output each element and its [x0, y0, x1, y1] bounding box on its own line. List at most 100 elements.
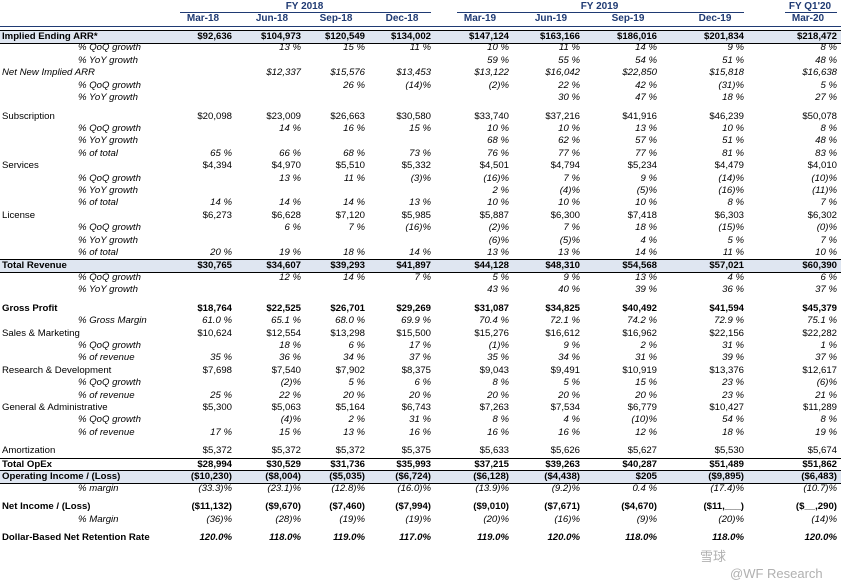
table-cell	[170, 42, 236, 54]
table-row: % of total 65 % 66 % 68 % 73 % 76 % 77 % 77 % 81…	[0, 148, 841, 160]
row-label: License	[2, 209, 36, 221]
table-cell: (28)%	[275, 513, 301, 525]
table-cell: $7,263	[479, 402, 509, 413]
table-cell: $16,612	[545, 327, 580, 339]
table-cell: (5)%	[636, 185, 657, 196]
table-cell: $10,427	[709, 402, 744, 413]
table-cell: $7,120	[335, 209, 365, 221]
table-cell: $50,078	[802, 110, 837, 122]
table-row: % YoY growth 59 % 55 % 54 % 51 % 48 %	[0, 55, 841, 67]
table-row: % YoY growth 43 % 40 % 39 % 36 % 37 %	[0, 284, 841, 296]
table-cell: $5,372	[202, 445, 232, 457]
table-row: Sales & Marketing $10,624 $12,554 $13,298 $1…	[0, 328, 841, 340]
table-cell: $5,633	[479, 445, 509, 457]
row-label: General & Administrative	[2, 402, 108, 413]
row-label: Net Income / (Loss)	[2, 501, 91, 513]
table-cell	[170, 123, 236, 135]
table-cell: (33.3)%	[198, 482, 232, 494]
table-cell: $41,897	[396, 260, 431, 272]
row-label: % margin	[78, 482, 119, 494]
table-cell: $4,010	[807, 160, 837, 172]
column-header-row: Mar-18 Jun-18 Sep-18 Dec-18 Mar-19 Jun-19 Sep-…	[0, 13, 841, 25]
table-cell	[239, 92, 305, 104]
table-cell	[369, 235, 435, 247]
table-cell: 19 %	[279, 247, 301, 258]
table-cell: $15,576	[330, 67, 365, 79]
table-row: % of revenue 35 % 36 % 34 % 37 % 35 % 34 % 31 %…	[0, 352, 841, 364]
table-cell: 4 %	[727, 271, 744, 283]
table-row: % QoQ growth 13 % 11 % (3)% (16)% 7 % 9 % (14)%…	[0, 173, 841, 185]
row-label: % of revenue	[78, 426, 135, 438]
table-cell: 75.1 %	[807, 315, 837, 327]
table-cell: ($11,132)	[191, 501, 232, 513]
table-cell: 68.0 %	[335, 315, 365, 327]
row-label: Subscription	[2, 110, 55, 122]
table-row: Total Revenue $30,765 $34,607 $39,293 $41,89…	[0, 259, 841, 274]
table-cell: $147,124	[468, 31, 509, 42]
table-cell: 6 %	[348, 340, 365, 351]
table-cell: 14 %	[279, 123, 301, 134]
row-label: Gross Profit	[2, 302, 58, 314]
table-cell: 9 %	[563, 271, 580, 283]
table-cell: 65.1 %	[271, 315, 301, 327]
table-row: % YoY growth (6)% (5)% 4 % 5 % 7 %	[0, 235, 841, 247]
table-cell: 18 %	[722, 92, 744, 103]
row-label: Total Revenue	[2, 260, 67, 272]
table-cell: $5,674	[807, 445, 837, 457]
table-cell: (31)%	[718, 79, 744, 91]
table-cell: $5,372	[271, 445, 301, 457]
table-cell: ($__,290)	[795, 501, 837, 513]
row-label: % QoQ growth	[78, 42, 141, 54]
table-cell: 27 %	[815, 92, 837, 103]
table-cell: 11 %	[343, 172, 365, 184]
table-cell: $92,636	[197, 31, 232, 42]
table-row: Total OpEx $28,994 $30,529 $31,736 $35,993 $3…	[0, 457, 841, 471]
table-cell: (11)%	[812, 185, 837, 196]
table-cell: $57,021	[709, 260, 744, 272]
table-cell: $45,379	[802, 302, 837, 314]
table-cell: 15 %	[343, 42, 365, 54]
table-cell: (17.4)%	[710, 482, 744, 494]
table-cell: $40,287	[622, 458, 657, 470]
table-row: % of total 20 % 19 % 18 % 14 % 13 % 13 % 14 % 11…	[0, 247, 841, 259]
column-header: Mar-19	[463, 13, 497, 24]
table-cell: 8 %	[492, 414, 509, 426]
table-cell	[369, 55, 435, 67]
table-cell: 42 %	[635, 79, 657, 91]
row-label: % of total	[78, 147, 118, 159]
fiscal-year-rule	[785, 12, 837, 13]
table-cell: 12 %	[635, 426, 657, 438]
table-cell	[170, 185, 236, 197]
table-cell: $22,525	[266, 302, 301, 314]
table-cell: 14 %	[343, 271, 365, 283]
row-label: Sales & Marketing	[2, 327, 80, 339]
table-cell: $30,580	[396, 110, 431, 122]
table-cell: (14)%	[718, 172, 744, 184]
table-cell: $7,698	[202, 364, 232, 376]
table-cell: 31 %	[722, 340, 744, 351]
table-cell: $205	[635, 471, 657, 483]
table-row: % QoQ growth 14 % 16 % 15 % 10 % 10 % 13 % 10 %…	[0, 123, 841, 135]
table-row: % QoQ growth 26 % (14)% (2)% 22 % 42 % (31)% 5 …	[0, 80, 841, 92]
fiscal-year-label: FY 2018	[285, 1, 324, 12]
table-cell: 14 %	[279, 197, 301, 209]
watermark-text: @WF Research	[730, 566, 823, 581]
table-cell: $7,418	[627, 209, 657, 221]
row-label: % QoQ growth	[78, 123, 141, 134]
table-cell	[303, 92, 369, 104]
table-row: Services $4,394 $4,970 $5,510 $5,332 $4,501 $4…	[0, 160, 841, 172]
row-label: Implied Ending ARR*	[2, 31, 98, 42]
table-cell: 68 %	[343, 147, 365, 159]
table-cell: 20 %	[343, 389, 365, 401]
table-cell: 21 %	[815, 389, 837, 401]
table-cell: ($9,670)	[265, 501, 301, 513]
table-cell: $23,009	[266, 110, 301, 122]
table-cell: ($7,460)	[329, 501, 365, 513]
table-cell: (5)%	[559, 234, 580, 246]
table-cell: 118.0%	[625, 532, 657, 544]
table-cell: (16)%	[554, 513, 580, 525]
table-row: License $6,273 $6,628 $7,120 $5,985 $5,887 $6,…	[0, 210, 841, 222]
table-cell: $13,453	[396, 67, 431, 79]
row-label: % QoQ growth	[78, 271, 141, 283]
table-cell: 0.4 %	[632, 482, 657, 494]
